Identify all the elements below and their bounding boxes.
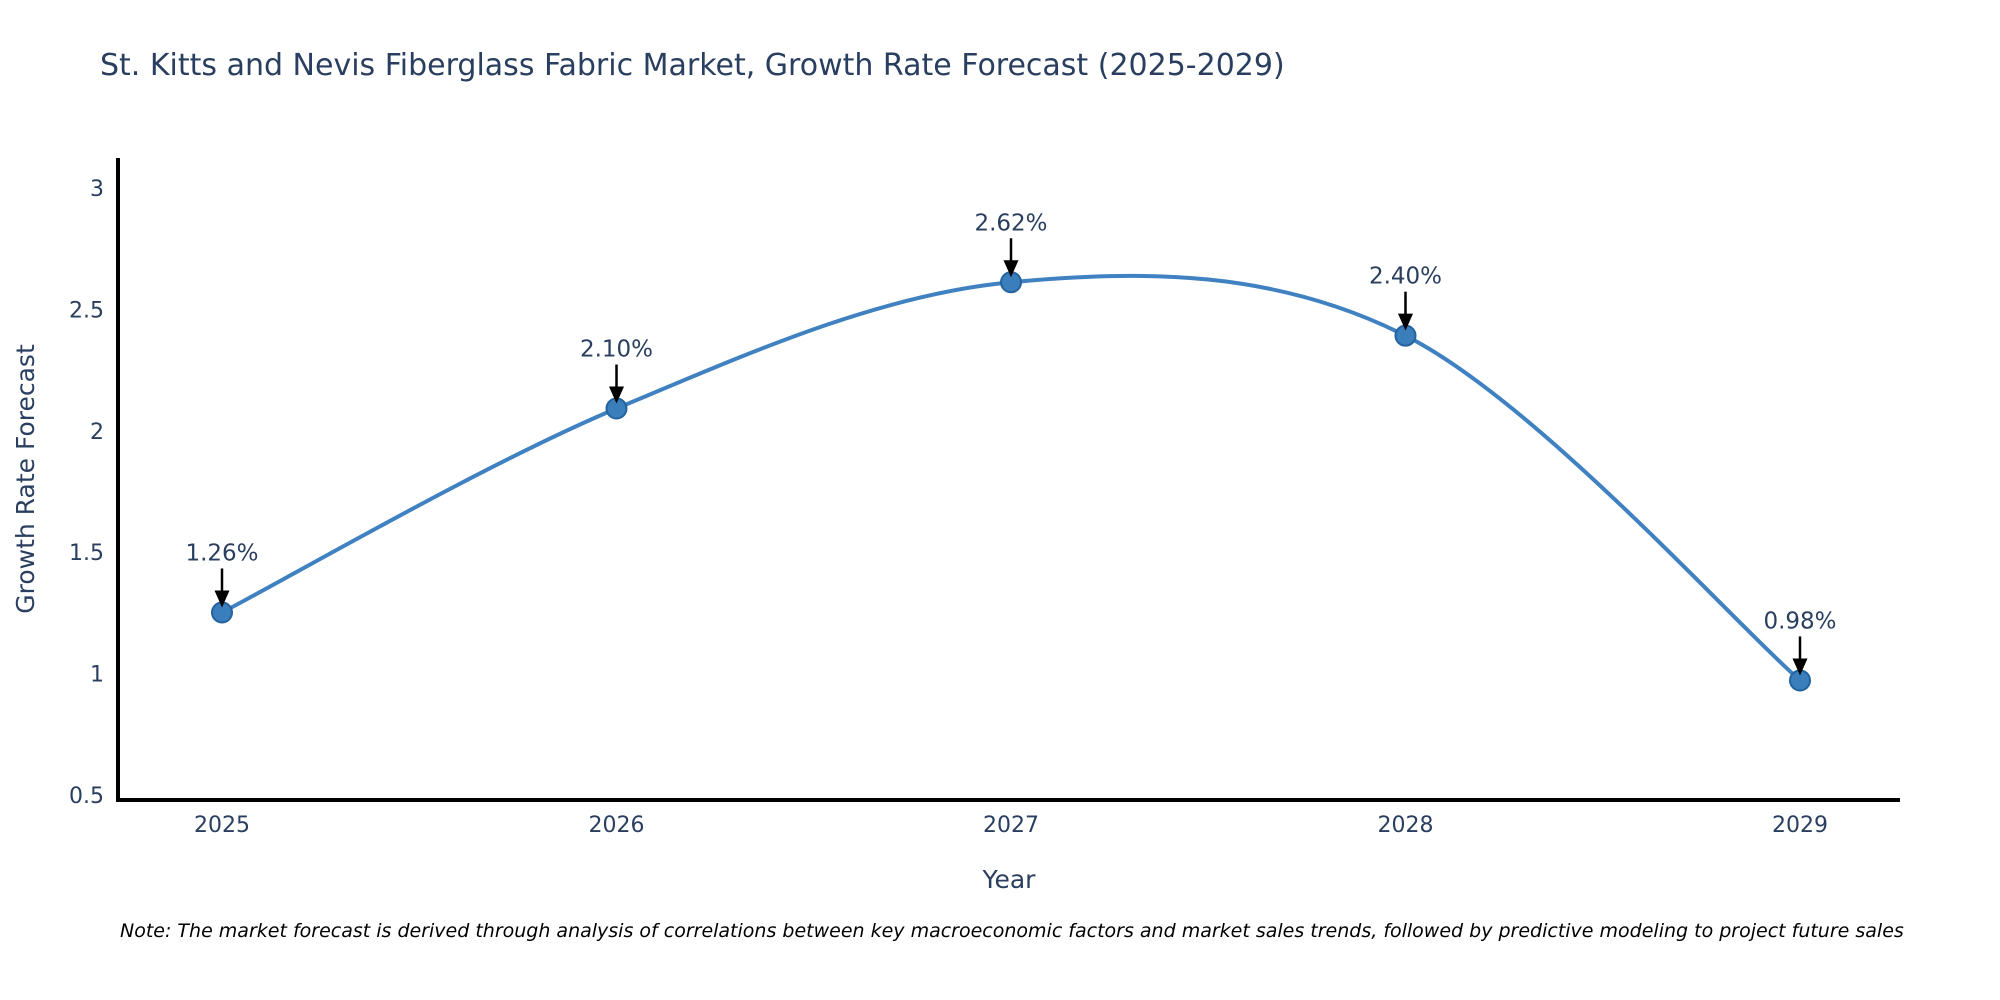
point-value-label: 0.98% [1763, 608, 1836, 634]
y-tick-label: 2 [90, 420, 104, 445]
annotation-arrowhead-icon [609, 386, 624, 404]
chart-title: St. Kitts and Nevis Fiberglass Fabric Ma… [100, 48, 1285, 83]
x-tick-label: 2026 [589, 813, 645, 838]
y-tick-label: 1.5 [69, 541, 104, 566]
series-line [220, 273, 1802, 683]
annotation-arrowhead-icon [1398, 313, 1413, 331]
annotation-arrowhead-icon [214, 590, 230, 608]
x-tick-label: 2025 [194, 813, 250, 838]
x-axis-title: Year [982, 865, 1037, 894]
point-value-label: 2.40% [1369, 264, 1442, 290]
y-tick-label: 3 [90, 177, 104, 202]
y-tick-label: 2.5 [69, 298, 104, 323]
point-value-label: 1.26% [185, 540, 258, 566]
x-tick-label: 2027 [983, 813, 1039, 838]
y-tick-label: 1 [90, 663, 104, 688]
annotation-arrowhead-icon [1003, 260, 1019, 278]
annotation-arrowhead-icon [1792, 658, 1808, 676]
point-value-label: 2.10% [580, 337, 653, 363]
y-axis-title: Growth Rate Forecast [11, 344, 40, 614]
point-value-label: 2.62% [974, 210, 1047, 236]
x-tick-label: 2029 [1772, 813, 1828, 838]
footnote: Note: The market forecast is derived thr… [120, 920, 1904, 942]
x-tick-label: 2028 [1378, 813, 1434, 838]
y-tick-label: 0.5 [69, 784, 104, 809]
